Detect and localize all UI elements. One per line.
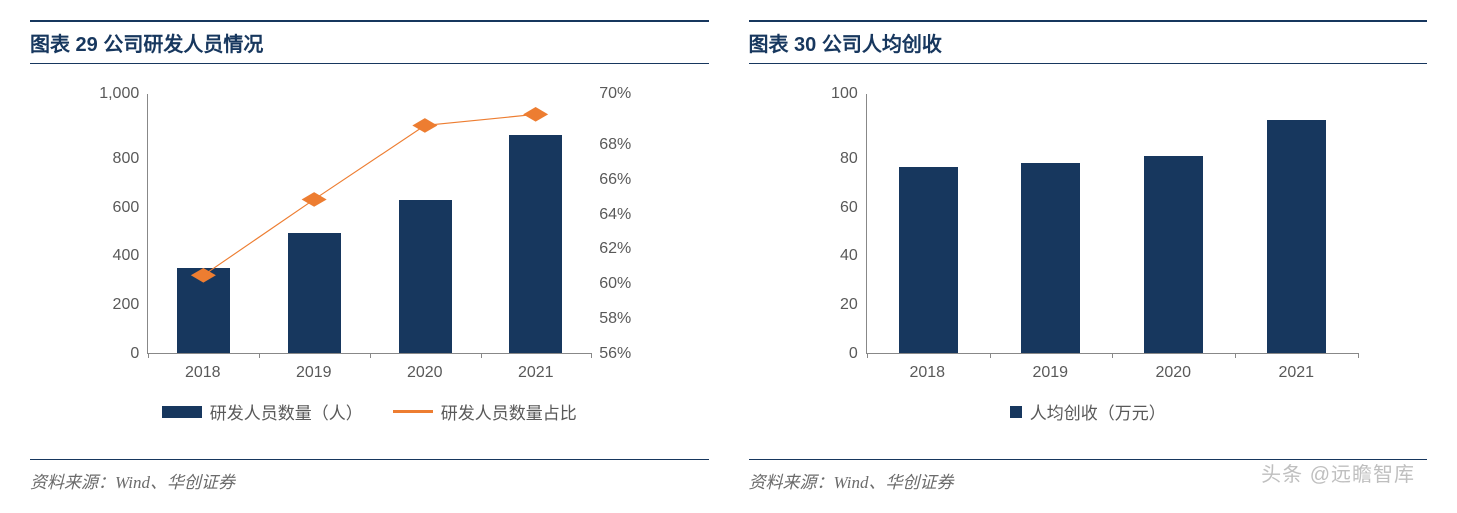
chart-panel-right: 图表 30 公司人均创收 100806040200 20182019202020… bbox=[749, 20, 1428, 493]
bar bbox=[1021, 163, 1080, 353]
legend-label-bars-right: 人均创收（万元） bbox=[1030, 399, 1166, 424]
legend-label-line: 研发人员数量占比 bbox=[441, 399, 577, 424]
legend-swatch-bar bbox=[162, 406, 202, 418]
legend-right: 人均创收（万元） bbox=[759, 399, 1418, 424]
y-axis-right: 70%68%66%64%62%60%58%56% bbox=[599, 94, 649, 354]
legend-item-bars: 研发人员数量（人） bbox=[162, 399, 363, 424]
plot-area-left bbox=[147, 94, 591, 354]
chart-area-right: 100806040200 2018201920202021 人均创收（万元） bbox=[749, 64, 1428, 459]
y-axis-left: 1,0008006004002000 bbox=[89, 94, 139, 354]
legend-swatch-bar-small bbox=[1010, 406, 1022, 418]
legend-label-bars: 研发人员数量（人） bbox=[210, 399, 363, 424]
bar bbox=[1144, 156, 1203, 353]
bar bbox=[1267, 120, 1326, 353]
legend-left: 研发人员数量（人） 研发人员数量占比 bbox=[40, 399, 699, 424]
legend-swatch-line bbox=[393, 410, 433, 413]
legend-item-line: 研发人员数量占比 bbox=[393, 399, 577, 424]
bar bbox=[899, 167, 958, 353]
x-axis-labels-left: 2018201920202021 bbox=[147, 364, 591, 382]
source-left: 资料来源：Wind、华创证券 bbox=[30, 459, 709, 493]
plot-area-right bbox=[866, 94, 1358, 354]
x-axis-labels-right: 2018201920202021 bbox=[866, 364, 1358, 382]
chart-title-right: 图表 30 公司人均创收 bbox=[749, 20, 1428, 63]
line-overlay-left bbox=[148, 94, 591, 353]
chart-panel-left: 图表 29 公司研发人员情况 1,0008006004002000 70%68%… bbox=[30, 20, 709, 493]
legend-item-bars-right: 人均创收（万元） bbox=[1010, 399, 1166, 424]
bars-right bbox=[867, 94, 1358, 353]
chart-title-left: 图表 29 公司研发人员情况 bbox=[30, 20, 709, 63]
y-axis-right-chart: 100806040200 bbox=[808, 94, 858, 354]
watermark: 头条 @远瞻智库 bbox=[1261, 458, 1415, 487]
chart-area-left: 1,0008006004002000 70%68%66%64%62%60%58%… bbox=[30, 64, 709, 459]
